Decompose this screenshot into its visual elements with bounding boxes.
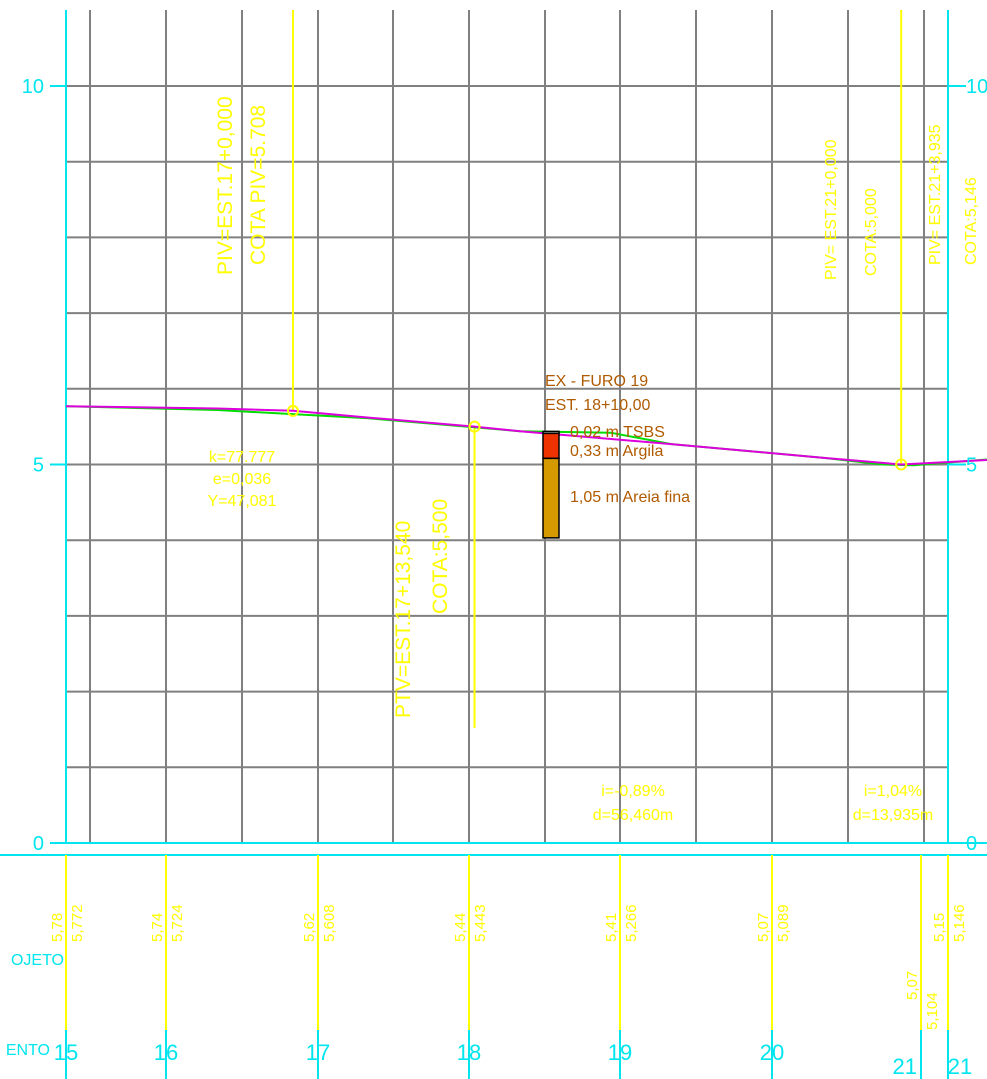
table-value-b-6: 5,104: [924, 992, 941, 1030]
station-label-3: 18: [457, 1040, 481, 1065]
y-tick-label-left-0: 10: [22, 76, 44, 98]
y-tick-label-right-1: 5: [966, 455, 977, 477]
piv-label-1-line1: PIV= EST.21+0,000: [823, 139, 840, 280]
station-label-6: 21: [893, 1054, 917, 1079]
table-value-a-2: 5,62: [301, 913, 318, 942]
table-value-b-1: 5,724: [169, 904, 186, 942]
borehole-layer-1: [542, 432, 560, 460]
grade-i-0: i=-0,89%: [601, 783, 665, 800]
table-value-b-3: 5,443: [472, 904, 489, 942]
axes: 10 10 5 5 0 0 15 16 17 18 19 20 21 21: [22, 76, 987, 1079]
piv-point-0: [286, 404, 299, 417]
piv-label-0-line1: PIV=EST.17+0,000: [214, 96, 237, 275]
piv-label-0-line2: COTA PIV=5.708: [247, 105, 270, 265]
plot-frame: [0, 10, 987, 856]
table-value-b-5: 5,089: [775, 904, 792, 942]
table-row2-label: ENTO: [6, 1042, 50, 1059]
profile-series-1: [65, 405, 987, 466]
station-label-4: 19: [608, 1040, 632, 1065]
piv-point-1: [895, 458, 908, 471]
borehole-layer-label-2: 1,05 m Areia fina: [570, 489, 690, 506]
table-row1-label: OJETO: [11, 952, 64, 969]
table-value-a-7: 5,15: [931, 913, 948, 942]
grade-i-1: i=1,04%: [864, 783, 922, 800]
ptv-point: [468, 420, 481, 433]
table-value-a-3: 5,44: [452, 913, 469, 942]
piv-label-2-line1: PIV= EST.21+3,935: [927, 124, 944, 265]
borehole-title: EX - FURO 19: [545, 373, 648, 390]
table-value-a-0: 5,78: [49, 913, 66, 942]
table-value-b-7: 5,146: [951, 904, 968, 942]
table-value-a-5: 5,07: [755, 913, 772, 942]
elevation-table: 5,78 5,772 5,74 5,724 5,62 5,608 5,44 5,443 5,41…: [6, 855, 968, 1059]
station-label-5: 20: [760, 1040, 784, 1065]
station-label-1: 16: [154, 1040, 178, 1065]
curve-param-2: Y=47,081: [208, 493, 277, 510]
y-tick-label-left-1: 5: [33, 455, 44, 477]
table-value-b-2: 5,608: [321, 904, 338, 942]
borehole-layer-2: [542, 457, 560, 539]
borehole-layer-label-1: 0,33 m Argila: [570, 443, 663, 460]
table-value-a-1: 5,74: [149, 913, 166, 942]
ptv-label-line1: PTV=EST.17+13,540: [392, 521, 415, 718]
station-label-2: 17: [306, 1040, 330, 1065]
piv-label-2-line2: COTA:5,146: [963, 177, 980, 265]
y-tick-label-left-2: 0: [33, 833, 44, 855]
curve-param-1: e=0,036: [213, 471, 271, 488]
station-label-7: 21: [948, 1054, 972, 1079]
profile-series: [65, 405, 987, 467]
curve-param-0: k=77.777: [209, 449, 275, 466]
table-value-b-4: 5,266: [623, 904, 640, 942]
y-tick-label-right-0: 10: [966, 76, 987, 98]
table-value-b-0: 5,772: [69, 904, 86, 942]
grid: [66, 10, 948, 843]
grade-d-0: d=56,460m: [593, 807, 674, 824]
table-value-a-6: 5,07: [904, 971, 921, 1000]
piv-label-1-line2: COTA:5,000: [863, 188, 880, 276]
borehole: EX - FURO 19 EST. 18+10,00 0,02 m TSBS 0,33…: [542, 373, 690, 539]
station-marker-lines: [291, 10, 903, 728]
ptv-label-line2: COTA:5,500: [429, 499, 452, 614]
borehole-layer-label-0: 0,02 m TSBS: [570, 424, 665, 441]
table-value-a-4: 5,41: [603, 913, 620, 942]
station-label-0: 15: [54, 1040, 78, 1065]
y-tick-label-right-2: 0: [966, 833, 977, 855]
grade-d-1: d=13,935m: [853, 807, 934, 824]
borehole-station: EST. 18+10,00: [545, 397, 651, 414]
annotations: PIV=EST.17+0,000 COTA PIV=5.708 PIV= EST.2…: [208, 96, 980, 824]
